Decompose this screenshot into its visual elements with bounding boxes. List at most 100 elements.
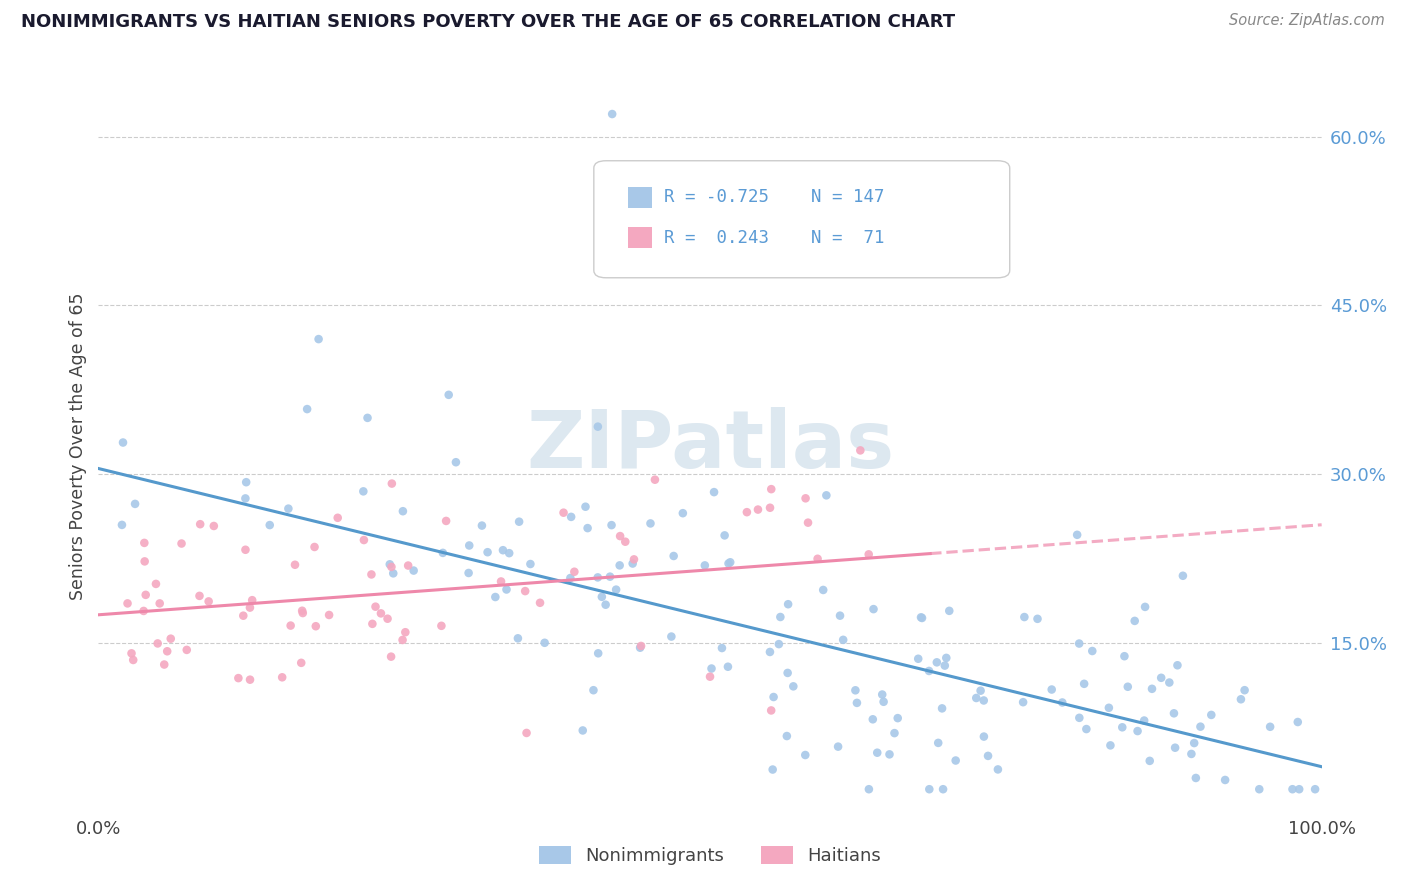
Point [661, 630, 683, 644]
Point [927, 736, 949, 750]
Point [1189, 720, 1212, 734]
Point [444, 455, 467, 469]
Point [849, 443, 872, 458]
Point [1026, 612, 1049, 626]
Point [515, 726, 537, 740]
Point [703, 485, 725, 500]
Point [747, 502, 769, 516]
Point [1182, 736, 1205, 750]
Point [586, 570, 609, 584]
Point [1230, 692, 1253, 706]
FancyBboxPatch shape [628, 227, 652, 248]
Point [1099, 739, 1122, 753]
Point [844, 683, 866, 698]
Point [1040, 682, 1063, 697]
Point [134, 554, 156, 568]
Point [506, 632, 529, 646]
Point [280, 618, 302, 632]
Point [935, 651, 957, 665]
Point [437, 388, 460, 402]
Point [600, 107, 623, 121]
Point [609, 529, 631, 543]
Point [1201, 707, 1223, 722]
Point [134, 536, 156, 550]
Point [235, 475, 257, 490]
Point [761, 482, 783, 496]
Point [807, 551, 830, 566]
Point [533, 636, 555, 650]
Point [132, 604, 155, 618]
Point [699, 670, 721, 684]
Point [277, 501, 299, 516]
Point [489, 574, 512, 589]
Point [761, 703, 783, 717]
Point [145, 577, 167, 591]
Point [934, 658, 956, 673]
Point [595, 598, 617, 612]
Point [361, 616, 384, 631]
Point [693, 558, 716, 573]
Point [600, 518, 623, 533]
Point [759, 645, 782, 659]
Point [931, 701, 953, 715]
Point [1150, 671, 1173, 685]
Point [644, 473, 666, 487]
Point [1286, 714, 1309, 729]
Point [228, 671, 250, 685]
Point [1159, 675, 1181, 690]
Point [202, 519, 225, 533]
Point [240, 593, 263, 607]
Text: R =  0.243    N =  71: R = 0.243 N = 71 [664, 228, 884, 246]
Point [553, 506, 575, 520]
Point [845, 696, 868, 710]
Point [135, 588, 157, 602]
Point [918, 664, 941, 678]
Point [1012, 695, 1035, 709]
Point [938, 604, 960, 618]
Point [519, 557, 541, 571]
Point [352, 484, 374, 499]
Text: R = -0.725    N = 147: R = -0.725 N = 147 [664, 188, 884, 206]
Point [918, 782, 941, 797]
Text: ZIPatlas: ZIPatlas [526, 407, 894, 485]
Point [969, 683, 991, 698]
Point [370, 607, 392, 621]
Point [295, 402, 318, 417]
Point [718, 555, 741, 569]
Point [735, 505, 758, 519]
Point [828, 608, 851, 623]
Point [326, 510, 349, 524]
FancyBboxPatch shape [593, 161, 1010, 277]
Point [945, 754, 967, 768]
Point [396, 558, 419, 573]
Point [1213, 772, 1236, 787]
Point [1233, 683, 1256, 698]
Point [710, 640, 733, 655]
Point [811, 582, 834, 597]
Point [170, 536, 193, 550]
Point [794, 491, 817, 506]
Point [259, 518, 281, 533]
Point [1069, 636, 1091, 650]
Point [1288, 782, 1310, 797]
Point [911, 611, 934, 625]
Point [717, 659, 740, 673]
Point [794, 747, 817, 762]
Point [235, 491, 257, 506]
FancyBboxPatch shape [628, 187, 652, 208]
Point [762, 763, 785, 777]
Point [1249, 782, 1271, 797]
Point [586, 646, 609, 660]
Point [318, 607, 340, 622]
Point [232, 608, 254, 623]
Point [1163, 706, 1185, 721]
Point [560, 509, 582, 524]
Point [1116, 680, 1139, 694]
Point [111, 517, 134, 532]
Point [284, 558, 307, 572]
Point [858, 782, 880, 797]
Point [574, 500, 596, 514]
Point [762, 690, 785, 704]
Point [391, 632, 413, 647]
Point [1133, 714, 1156, 728]
